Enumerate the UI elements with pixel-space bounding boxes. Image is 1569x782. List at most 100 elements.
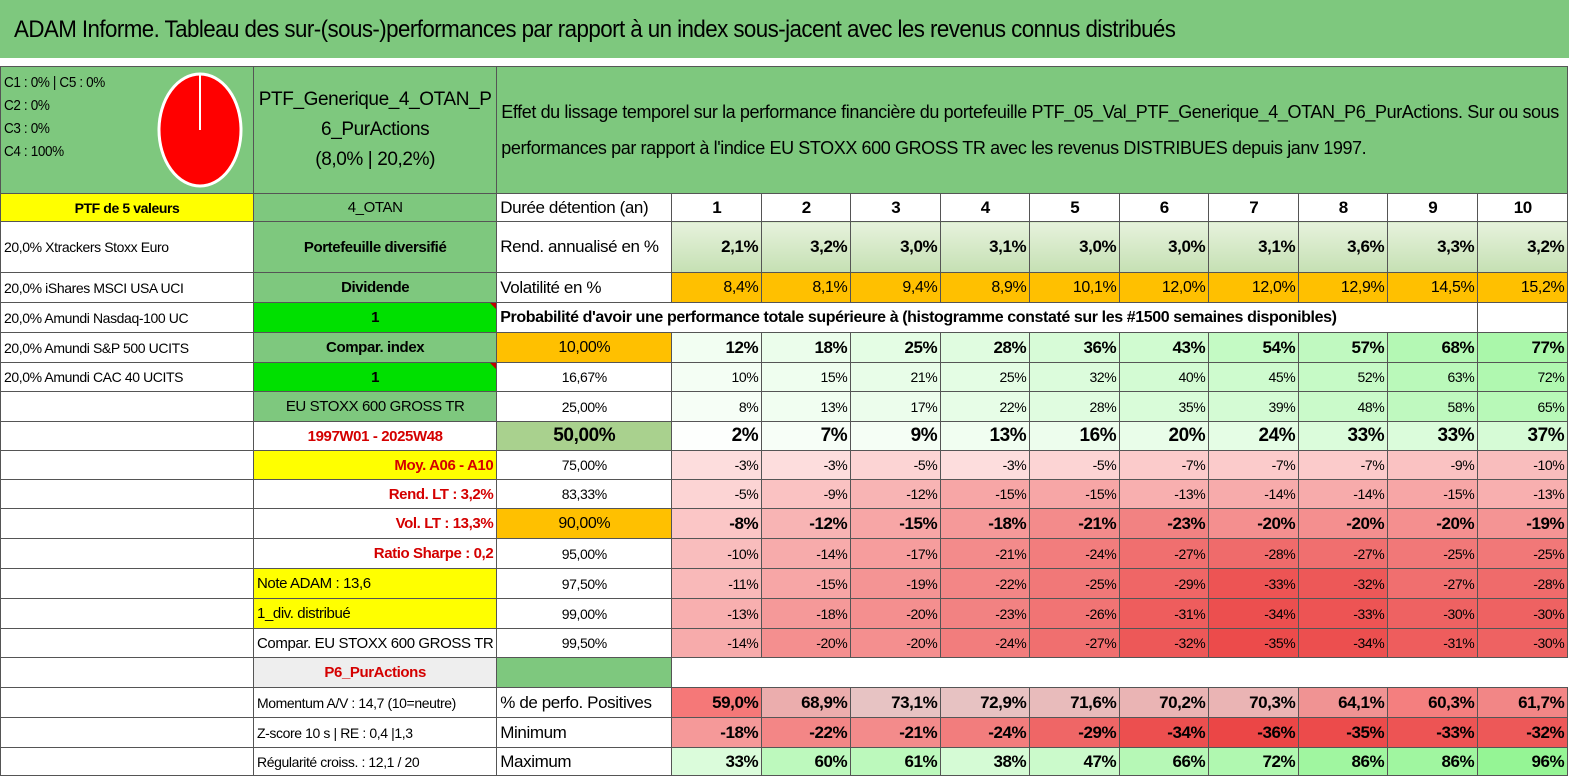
- year-header: 8: [1298, 193, 1389, 222]
- dividend-flag: 1: [252, 302, 498, 333]
- quantile-value: -23%: [940, 598, 1031, 629]
- momentum: Momentum A/V : 14,7 (10=neutre): [252, 687, 498, 718]
- rend-value: 3,1%: [1208, 221, 1300, 273]
- quantile-value: -32%: [1119, 628, 1210, 658]
- quantile-value: -20%: [850, 628, 942, 658]
- table-row: P6_PurActions: [0, 657, 1568, 688]
- rend-lt: Rend. LT : 3,2%: [252, 479, 498, 509]
- vol-value: 9,4%: [850, 272, 942, 303]
- quantile-value: 2%: [671, 421, 763, 451]
- quantile-value: -12%: [761, 508, 852, 539]
- table-row: Ratio Sharpe : 0,2 95,00% -10% -14% -17% -21%…: [0, 538, 1569, 569]
- maximum-value: 60%: [761, 747, 852, 776]
- quantile-value: -29%: [1119, 568, 1210, 599]
- left-cell: [0, 628, 254, 658]
- description: Effet du lissage temporel sur la perform…: [496, 66, 1569, 194]
- left-cell: [0, 657, 254, 688]
- table-row: 20,0% Amundi Nasdaq-100 UC 1 Probabilité d…: [0, 302, 1569, 333]
- quantile-value: 37%: [1477, 421, 1569, 451]
- year-header: 3: [850, 193, 942, 222]
- quantile-value: -25%: [1477, 538, 1569, 569]
- rend-value: 3,6%: [1298, 221, 1389, 273]
- table-row: PTF de 5 valeurs 4_OTAN Durée détention (a…: [0, 193, 1569, 222]
- quantile-value: 32%: [1029, 362, 1121, 392]
- table-row: Rend. LT : 3,2% 83,33% -5% -9% -12% -15% -15% -…: [0, 479, 1569, 509]
- quantile-value: 39%: [1208, 391, 1300, 422]
- quantile-value: 24%: [1208, 421, 1300, 451]
- vol-value: 8,4%: [671, 272, 763, 303]
- quantile-value: -35%: [1208, 628, 1300, 658]
- holding-item: 20,0% Amundi Nasdaq-100 UC: [0, 302, 254, 333]
- quantile-value: 77%: [1477, 332, 1569, 363]
- quantile-value: 45%: [1208, 362, 1300, 392]
- quantile-value: -14%: [761, 538, 852, 569]
- left-cell: [0, 598, 254, 629]
- positives-value: 60,3%: [1387, 687, 1479, 718]
- quantile-value: -19%: [850, 568, 942, 599]
- vol-value: 14,5%: [1387, 272, 1479, 303]
- quantile-value: -15%: [1387, 479, 1479, 509]
- quantile-value: 22%: [940, 391, 1031, 422]
- table-row: Momentum A/V : 14,7 (10=neutre)% de perf…: [0, 687, 1569, 718]
- quantile-value: -9%: [1387, 450, 1479, 480]
- quantile-value: -3%: [671, 450, 763, 480]
- quantile-value: -28%: [1208, 538, 1300, 569]
- regularite: Régularité croiss. : 12,1 / 20: [252, 747, 498, 776]
- minimum-value: -22%: [761, 717, 852, 748]
- quantile-value: 35%: [1119, 391, 1210, 422]
- quantile-value: -10%: [1477, 450, 1569, 480]
- allocation-pie-chart: [157, 72, 243, 188]
- table-row: 1997W01 - 2025W48 50,00% 2% 7% 9% 13% 16% 20% 24…: [0, 421, 1569, 451]
- positives-value: 64,1%: [1298, 687, 1389, 718]
- vol-value: 12,0%: [1119, 272, 1210, 303]
- rend-value: 3,0%: [850, 221, 942, 273]
- minimum-value: -21%: [850, 717, 942, 748]
- quantile-value: -5%: [1029, 450, 1121, 480]
- quantile-value: -3%: [761, 450, 852, 480]
- quantile-value: -5%: [850, 450, 942, 480]
- quantile-value: 10%: [671, 362, 763, 392]
- table-row: 20,0% Xtrackers Stoxx Euro Portefeuille d…: [0, 221, 1569, 273]
- table-row: 20,0% Amundi CAC 40 UCITS 1 16,67% 10% 15% 21…: [0, 362, 1569, 392]
- quantile-label: 99,50%: [496, 628, 673, 658]
- table-row: Moy. A06 - A10 75,00% -3% -3% -5% -3% -5% -7% -7…: [0, 450, 1569, 480]
- quantile-value: -31%: [1119, 598, 1210, 629]
- quantile-value: -27%: [1029, 628, 1121, 658]
- dividende-label: Dividende: [252, 272, 498, 303]
- moy-label: Moy. A06 - A10: [252, 450, 498, 480]
- duree-label: Durée détention (an): [496, 193, 673, 222]
- quantile-value: -19%: [1477, 508, 1569, 539]
- positives-value: 59,0%: [671, 687, 763, 718]
- quantile-value: 52%: [1298, 362, 1389, 392]
- left-cell: [0, 508, 254, 539]
- minimum-value: -36%: [1208, 717, 1300, 748]
- table-row: Compar. EU STOXX 600 GROSS TR 99,50% -14% -…: [0, 628, 1569, 658]
- quantile-value: 7%: [761, 421, 852, 451]
- holding-item: 20,0% Amundi CAC 40 UCITS: [0, 362, 254, 392]
- quantile-value: -8%: [671, 508, 763, 539]
- maximum-label: Maximum: [496, 747, 673, 776]
- allocation-legend: C1 : 0% | C5 : 0% C2 : 0% C3 : 0% C4 : 1…: [0, 66, 254, 194]
- quantile-value: -33%: [1298, 598, 1389, 629]
- quantile-value: -7%: [1208, 450, 1300, 480]
- quantile-value: 57%: [1298, 332, 1389, 363]
- quantile-label: 97,50%: [496, 568, 673, 599]
- left-cell: [0, 421, 254, 451]
- quantile-value: -24%: [940, 628, 1031, 658]
- maximum-value: 96%: [1477, 747, 1569, 776]
- quantile-value: 17%: [850, 391, 942, 422]
- positives-value: 73,1%: [850, 687, 942, 718]
- quantile-value: 12%: [671, 332, 763, 363]
- quantile-value: -30%: [1477, 598, 1569, 629]
- quantile-value: -12%: [850, 479, 942, 509]
- minimum-label: Minimum: [496, 717, 673, 748]
- ptf-count: PTF de 5 valeurs: [0, 193, 254, 222]
- quantile-value: 8%: [671, 391, 763, 422]
- legend-line: C2 : 0%: [4, 97, 50, 114]
- quantile-value: -25%: [1387, 538, 1479, 569]
- quantile-value: -15%: [1029, 479, 1121, 509]
- quantile-label: 50,00%: [496, 421, 673, 451]
- table-row: EU STOXX 600 GROSS TR 25,00% 8% 13% 17% 22% 28…: [0, 391, 1569, 422]
- table-row: 1_div. distribué 99,00% -13% -18% -20% -23% -2…: [0, 598, 1569, 629]
- quantile-value: 13%: [761, 391, 852, 422]
